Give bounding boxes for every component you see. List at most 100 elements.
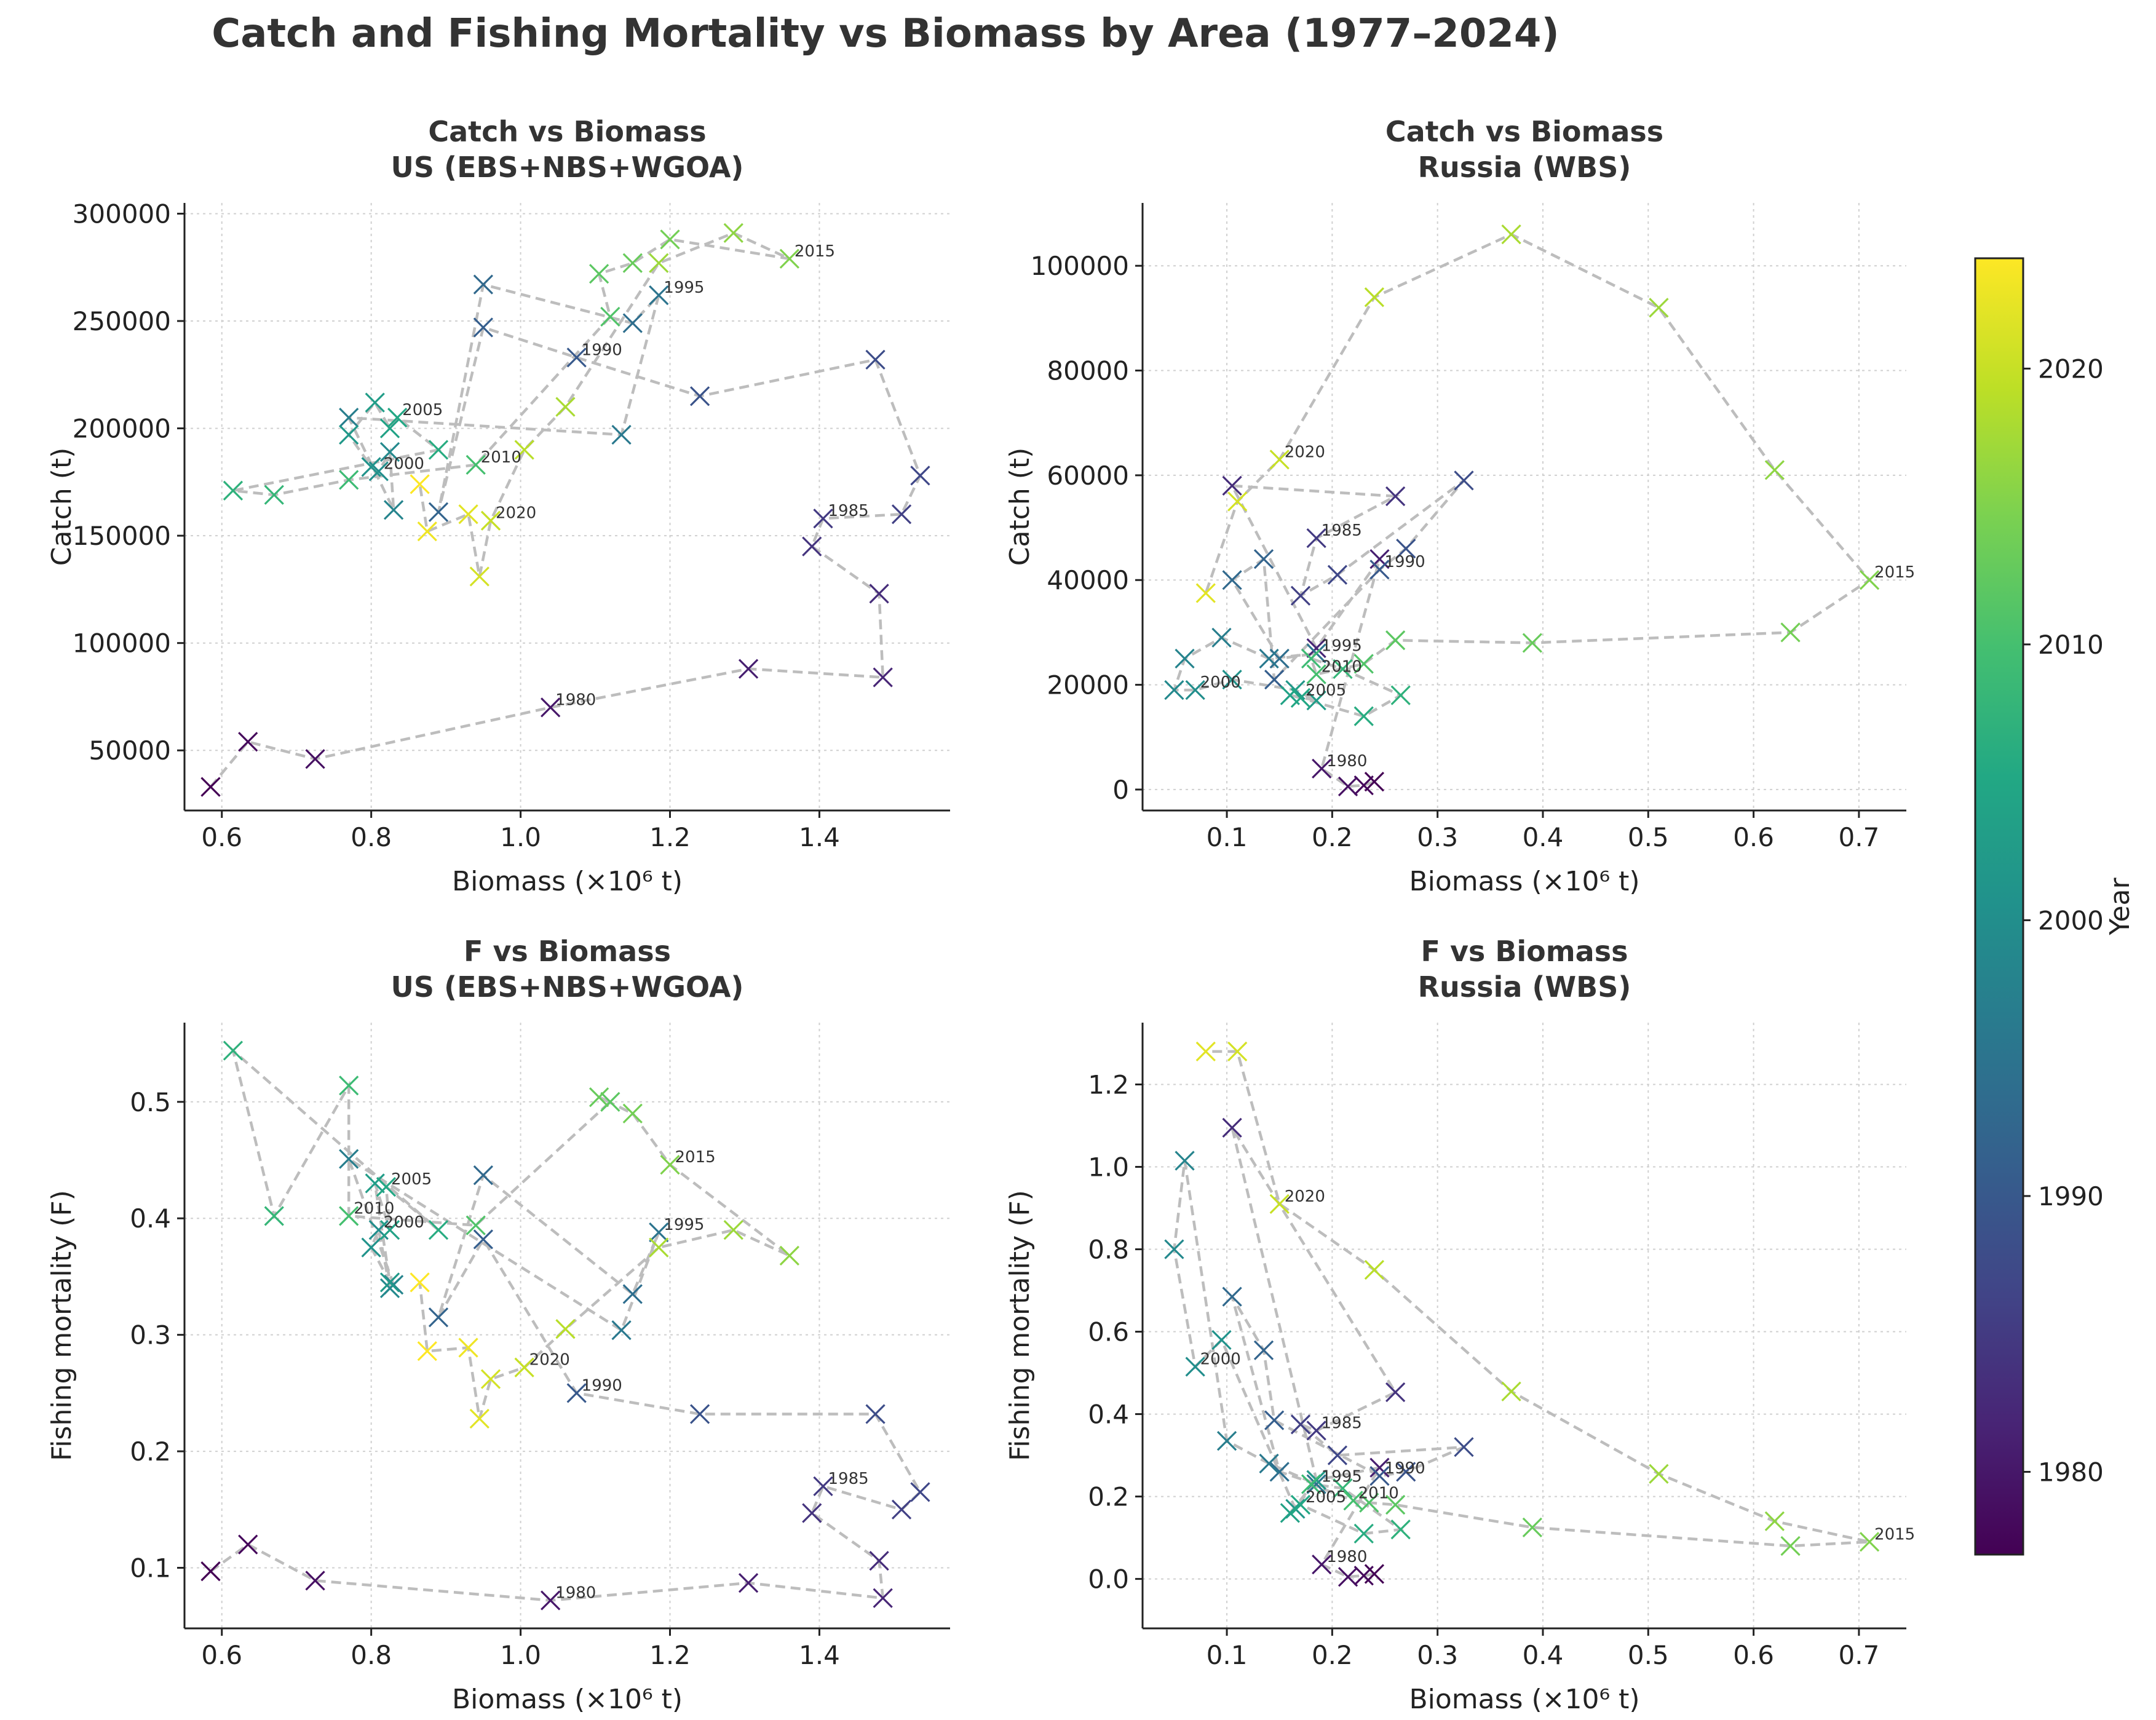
point-marker-1990 xyxy=(1369,560,1390,580)
point-marker-1996 xyxy=(611,424,632,445)
point-marker-1980 xyxy=(1312,1555,1332,1575)
point-marker-2015 xyxy=(660,1154,680,1175)
point-marker-1997 xyxy=(339,407,359,428)
point-marker-2018 xyxy=(1501,224,1521,245)
point-marker-1985 xyxy=(1306,528,1326,549)
point-marker-2006 xyxy=(428,440,449,460)
point-marker-2017 xyxy=(723,1220,743,1240)
point-marker-1985 xyxy=(813,509,833,529)
point-marker-2012 xyxy=(600,1092,620,1112)
panel-title: F vs Biomass Russia (WBS) xyxy=(1418,935,1631,1004)
point-marker-1999 xyxy=(1164,1239,1184,1259)
point-marker-1982 xyxy=(1306,638,1326,659)
y-tick-label: 40000 xyxy=(1047,565,1129,595)
point-marker-2008 xyxy=(264,1206,284,1226)
point-marker-2014 xyxy=(1780,622,1801,643)
point-marker-2024 xyxy=(417,1341,437,1361)
point-marker-2007 xyxy=(1390,685,1411,705)
y-tick-label: 60000 xyxy=(1047,461,1129,491)
point-marker-2009 xyxy=(339,470,359,490)
year-annotation: 2010 xyxy=(354,1199,394,1218)
panel-us-f: 0.6 0.8 1.0 1.2 1.4 0.1 0.2 0.3 0.4 0.5 Biomass (×… xyxy=(46,935,950,1715)
point-marker-1981 xyxy=(1369,1457,1390,1478)
point-marker-2002 xyxy=(339,424,359,445)
year-colorbar: 1980 1990 2000 2010 2020 Year xyxy=(1974,257,2136,1556)
year-annotation: 1980 xyxy=(1326,1548,1367,1566)
point-marker-1977 xyxy=(200,1561,221,1582)
y-tick-label: 0.2 xyxy=(1088,1482,1129,1512)
point-marker-1978 xyxy=(1353,775,1374,796)
year-annotation: 2020 xyxy=(496,504,536,523)
point-marker-1986 xyxy=(891,504,912,525)
markers xyxy=(1164,1041,1880,1587)
point-marker-1999 xyxy=(1164,680,1184,700)
x-tick-label: 0.5 xyxy=(1628,1640,1669,1670)
point-marker-2019 xyxy=(514,440,534,460)
point-marker-2022 xyxy=(1195,1041,1216,1062)
point-marker-2008 xyxy=(264,485,284,505)
trajectory-line xyxy=(209,231,922,788)
point-marker-2013 xyxy=(1522,1517,1542,1537)
point-marker-1989 xyxy=(1396,1462,1416,1482)
trajectory-line xyxy=(210,1047,922,1602)
point-marker-1993 xyxy=(1222,570,1242,590)
y-tick-label: 150000 xyxy=(73,521,171,551)
point-marker-2000 xyxy=(1185,1357,1205,1377)
point-marker-2008 xyxy=(1333,1478,1353,1499)
point-marker-1996 xyxy=(1259,648,1279,669)
point-marker-2005 xyxy=(387,407,408,428)
year-annotation: 1985 xyxy=(1322,521,1362,540)
point-marker-2001 xyxy=(361,1237,381,1258)
point-marker-1994 xyxy=(1269,648,1290,669)
year-annotation: 2000 xyxy=(384,1213,424,1232)
point-marker-1984 xyxy=(802,1503,822,1523)
point-marker-2020 xyxy=(514,1357,534,1377)
point-marker-1983 xyxy=(869,584,889,604)
point-marker-2017 xyxy=(1649,1464,1669,1484)
point-marker-1984 xyxy=(1385,1382,1406,1403)
point-marker-1996 xyxy=(1259,1453,1279,1474)
point-marker-1994 xyxy=(1269,1462,1290,1482)
year-annotation: 2005 xyxy=(1306,1488,1346,1507)
point-marker-1985 xyxy=(813,1476,833,1497)
point-marker-1990 xyxy=(566,347,587,368)
y-tick-label: 0.6 xyxy=(1088,1317,1129,1347)
point-marker-2012 xyxy=(589,264,609,284)
grid-lines xyxy=(1143,1023,1906,1628)
point-marker-1980 xyxy=(1312,758,1332,779)
point-marker-1984 xyxy=(1385,486,1406,507)
point-marker-2024 xyxy=(410,1272,430,1293)
point-marker-2004 xyxy=(1280,1503,1300,1523)
year-annotation: 1990 xyxy=(582,341,622,359)
point-marker-2024 xyxy=(410,474,430,494)
point-marker-2005 xyxy=(1290,688,1311,708)
point-marker-2009 xyxy=(1301,1474,1322,1494)
year-annotation: 1985 xyxy=(1322,1414,1362,1432)
point-marker-2017 xyxy=(1649,298,1669,318)
x-axis-label: Biomass (×10⁶ t) xyxy=(1409,1684,1639,1715)
point-marker-1997 xyxy=(339,1149,359,1169)
point-marker-1983 xyxy=(1222,1117,1242,1138)
point-marker-2013 xyxy=(622,253,643,273)
point-marker-2018 xyxy=(649,1237,669,1258)
x-tick-label: 0.6 xyxy=(1733,822,1774,852)
year-annotation: 2000 xyxy=(1200,673,1241,692)
point-marker-1995 xyxy=(649,1222,669,1243)
point-marker-1988 xyxy=(1454,1437,1474,1457)
year-annotation: 2005 xyxy=(391,1170,432,1189)
x-tick-label: 0.6 xyxy=(1733,1640,1774,1670)
y-tick-label: 1.2 xyxy=(1088,1070,1129,1100)
panel-title: Catch vs Biomass Russia (WBS) xyxy=(1385,115,1663,184)
y-tick-label: 0.4 xyxy=(1088,1400,1129,1430)
point-marker-2018 xyxy=(555,397,576,417)
y-axis-label: Catch (t) xyxy=(46,448,77,566)
panel-title: Catch vs Biomass US (EBS+NBS+WGOA) xyxy=(391,115,744,184)
y-axis-label: Fishing mortality (F) xyxy=(46,1190,77,1461)
point-marker-1984 xyxy=(802,536,822,557)
point-marker-2011 xyxy=(1359,1492,1379,1513)
point-marker-2016 xyxy=(723,223,743,244)
y-axis-label: Catch (t) xyxy=(1004,448,1036,566)
year-annotation: 1990 xyxy=(1384,553,1425,571)
year-annotation: 2015 xyxy=(1874,1525,1915,1544)
